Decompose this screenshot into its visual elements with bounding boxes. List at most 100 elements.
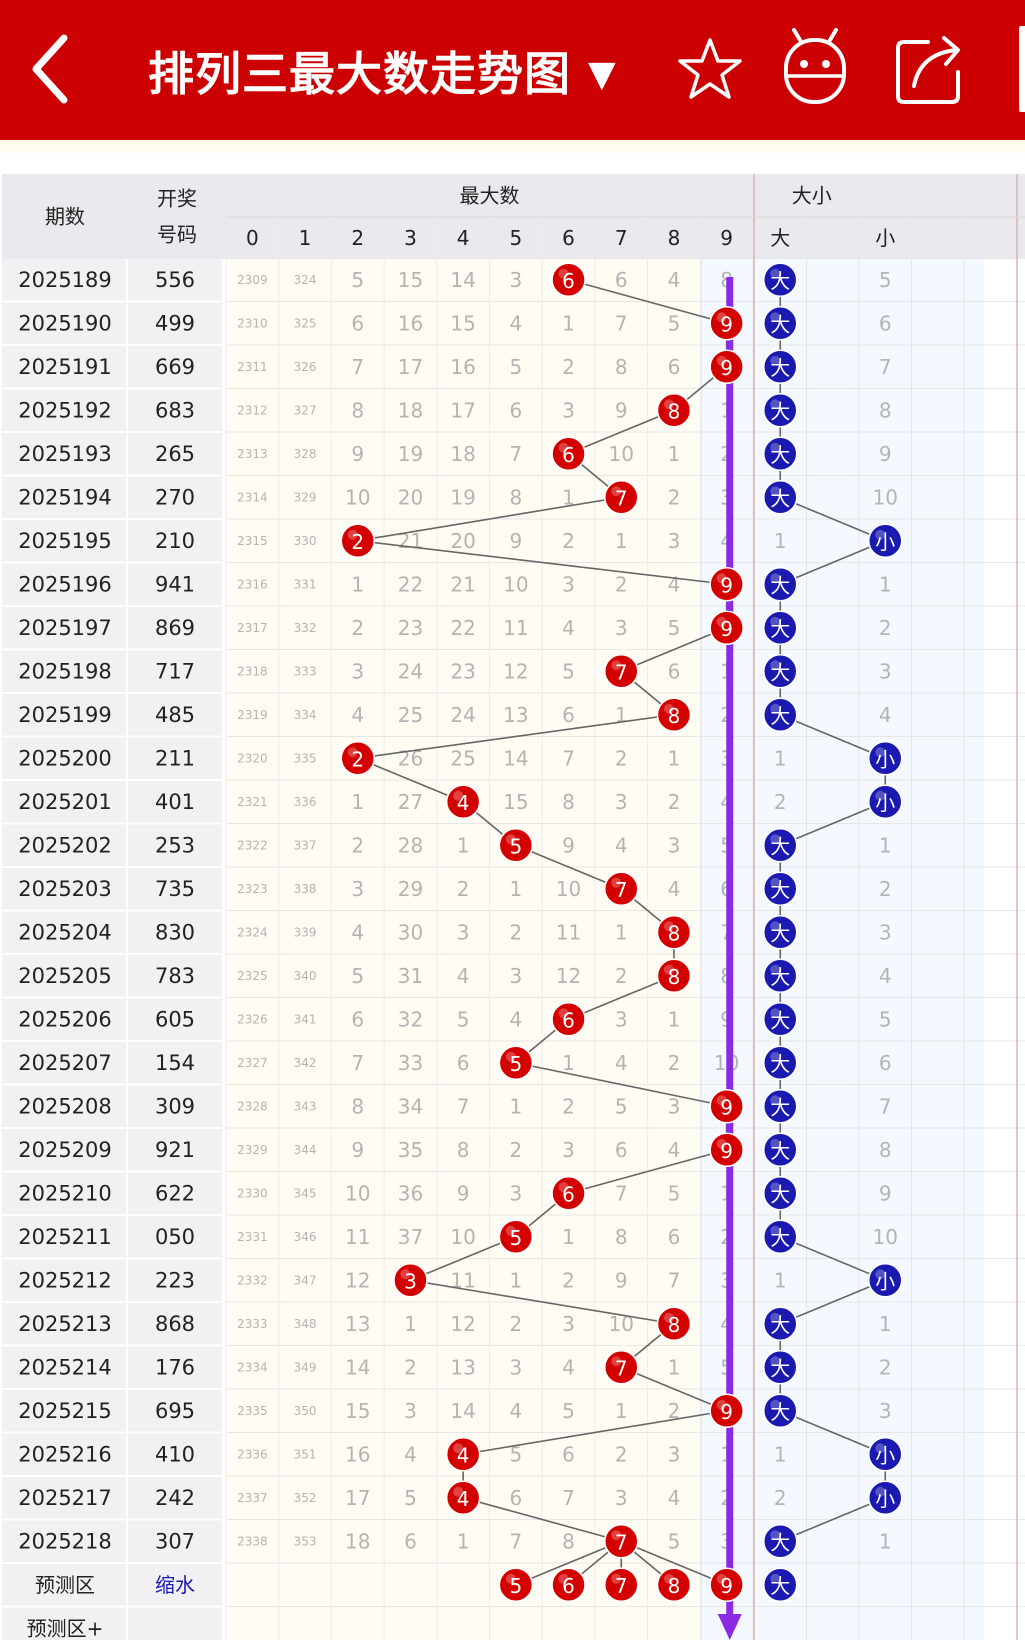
missing-count-cell: 9 <box>615 398 628 422</box>
size-ball-shine <box>770 616 781 627</box>
max-ball-label: 5 <box>509 1226 522 1250</box>
missing-count-cell: 1 <box>509 1094 522 1118</box>
period-cell: 2025192 <box>18 398 112 422</box>
missing-count-cell: 8 <box>509 485 522 509</box>
prediction-ball-shine <box>611 1573 622 1584</box>
draw-number: 223 <box>155 1268 195 1292</box>
size-trend-line <box>779 540 886 585</box>
size-ball-label: 大 <box>770 443 790 467</box>
chevron-down-icon[interactable]: ▼ <box>588 54 617 95</box>
missing-count-cell: 1 <box>562 1225 575 1249</box>
max-trend-line <box>620 627 727 672</box>
max-ball <box>604 871 639 906</box>
max-ball-shine <box>716 312 727 323</box>
max-ball-label: 2 <box>351 530 364 554</box>
period-cell-bg <box>2 476 126 518</box>
share-icon[interactable] <box>894 32 966 106</box>
size-ball <box>868 523 903 558</box>
period-cell: 2025208 <box>18 1094 112 1118</box>
draw-number: 695 <box>155 1399 195 1423</box>
missing-count-cell: 329 <box>294 490 317 504</box>
missing-count-cell: 2314 <box>237 490 268 504</box>
missing-count-cell: 2 <box>668 485 681 509</box>
max-trend-line <box>568 1148 727 1195</box>
missing-count-cell: 7 <box>562 746 575 770</box>
prediction-size-ball-shine <box>770 1573 781 1584</box>
missing-count-cell: 14 <box>450 1399 475 1423</box>
missing-count-cell: 7 <box>509 1529 522 1553</box>
prediction-plus-label: 预测区+ <box>27 1616 104 1640</box>
size-ball-shine <box>770 1051 781 1062</box>
period-cell-bg <box>2 520 126 562</box>
missing-count-cell: 24 <box>398 659 423 683</box>
star-icon[interactable] <box>676 36 744 102</box>
prediction-ball <box>604 1567 639 1602</box>
draw-cell-bg <box>128 1564 222 1606</box>
size-trend-line <box>779 496 886 542</box>
size-ball-label: 小 <box>875 747 895 771</box>
max-ball <box>551 262 586 297</box>
max-trend-line <box>568 278 727 325</box>
missing-count-cell: 27 <box>398 790 423 814</box>
max-ball <box>340 523 375 558</box>
draw-number: 941 <box>155 572 195 596</box>
size-ball <box>763 871 798 906</box>
missing-count-cell: 7 <box>457 1094 470 1118</box>
size-ball-shine <box>875 1269 886 1280</box>
max-ball <box>551 1176 586 1211</box>
missing-count-cell: 2 <box>509 1312 522 1336</box>
size-ball-shine <box>770 834 781 845</box>
missing-count-cell: 2313 <box>237 447 268 461</box>
back-arrow-icon[interactable] <box>30 34 70 104</box>
missing-count-cell: 335 <box>294 751 317 765</box>
draw-cell-bg <box>128 520 222 562</box>
missing-count-cell: 5 <box>509 1442 522 1466</box>
size-ball-shine <box>770 268 781 279</box>
max-ball-label: 8 <box>668 965 681 989</box>
missing-count-cell: 4 <box>509 1399 522 1423</box>
size-ball-shine <box>770 573 781 584</box>
max-ball-shine <box>611 660 622 671</box>
size-ball <box>763 306 798 341</box>
missing-count-cell: 1 <box>562 311 575 335</box>
missing-count-cell: 348 <box>294 1317 317 1331</box>
size-ball-shine <box>875 747 886 758</box>
trend-table: 期数 开奖 号码 最大数 大小 0 1 2 3 4 5 6 7 8 9 大小 2025189 556 2309 324… <box>0 174 1025 1640</box>
prediction-ball <box>656 1567 692 1602</box>
missing-count-cell: 12 <box>556 964 581 988</box>
trend-grid: 期数开奖号码最大数 大小0 1 2 3 4 5 6 7 8 9 大小2025189 556 2309 324… <box>2 174 1025 1640</box>
max-ball-shine <box>716 1399 727 1410</box>
missing-count-cell: 11 <box>556 920 581 944</box>
max-ball-label: 9 <box>720 356 733 380</box>
missing-count-cell: 23 <box>398 616 423 640</box>
col-draw-header-1: 开奖 <box>157 187 197 211</box>
draw-cell-bg <box>128 1259 222 1301</box>
prediction-ball-label: 8 <box>668 1574 681 1598</box>
missing-count-cell: 4 <box>404 1442 417 1466</box>
missing-count-cell: 15 <box>450 311 475 335</box>
missing-count-cell: 4 <box>615 833 628 857</box>
missing-count-cell: 11 <box>503 616 528 640</box>
missing-count-cell: 12 <box>450 1312 475 1336</box>
missing-count-cell: 2333 <box>237 1317 268 1331</box>
period-cell-bg <box>2 389 126 431</box>
missing-count-cell: 7 <box>562 1486 575 1510</box>
size-ball-label: 大 <box>770 312 790 336</box>
size-ball-shine <box>875 790 886 801</box>
missing-count-cell: 4 <box>457 964 470 988</box>
period-cell: 2025199 <box>18 703 112 727</box>
missing-count-cell: 3 <box>509 964 522 988</box>
robot-icon[interactable] <box>782 26 848 108</box>
size-ball <box>763 1393 798 1428</box>
missing-count-cell: 17 <box>345 1486 370 1510</box>
missing-count-cell: 2 <box>615 746 628 770</box>
size-ball <box>763 436 798 471</box>
title-text[interactable]: 排列三最大数走势图 <box>148 47 571 101</box>
page-title[interactable]: 排列三最大数走势图 ▼ <box>148 38 617 104</box>
missing-count-cell: 22 <box>398 572 423 596</box>
max-ball <box>445 784 481 819</box>
missing-count-cell: 13 <box>345 1312 370 1336</box>
period-cell-bg <box>2 302 126 344</box>
draw-number: 154 <box>155 1051 195 1075</box>
period-cell-bg <box>2 607 126 649</box>
